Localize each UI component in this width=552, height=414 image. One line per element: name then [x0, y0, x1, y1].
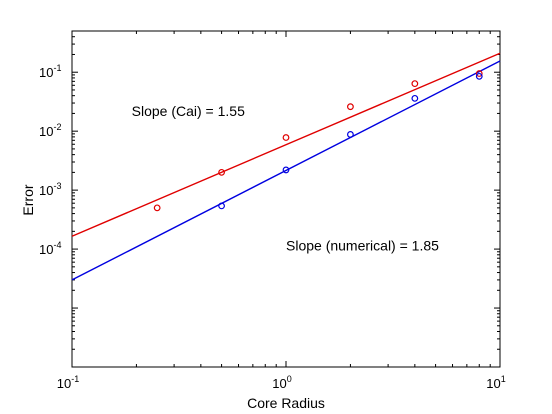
- annotation: Slope (numerical) = 1.85: [286, 237, 439, 253]
- x-tick-label: 101: [486, 374, 505, 391]
- annotations: Slope (Cai) = 1.55 Slope (numerical) = 1.…: [132, 103, 439, 253]
- y-tick-label: 10-2: [39, 122, 61, 139]
- y-tick-label: 10-1: [39, 63, 61, 80]
- data-points: [153, 70, 483, 212]
- y-tick-label: 10-3: [39, 181, 61, 198]
- data-point: [218, 168, 225, 176]
- x-tick-label: 100: [272, 374, 291, 391]
- fit-line: [71, 60, 501, 281]
- annotation: Slope (Cai) = 1.55: [132, 103, 245, 119]
- x-axis-ticks: 10-1 100 101: [57, 31, 506, 391]
- x-axis-label: Core Radius: [247, 395, 325, 411]
- data-point: [411, 94, 419, 102]
- data-point: [411, 80, 419, 88]
- data-point: [282, 134, 290, 141]
- y-axis-ticks: 10-4 10-3 10-2 10-1: [39, 30, 500, 368]
- fit-lines: [71, 52, 501, 281]
- fit-line: [71, 52, 501, 237]
- data-point: [347, 131, 354, 138]
- x-tick-label: 10-1: [57, 374, 79, 391]
- data-point: [475, 70, 483, 77]
- y-tick-label: 10-4: [39, 240, 61, 257]
- data-point: [282, 166, 290, 174]
- data-point: [347, 103, 354, 111]
- y-axis-label: Error: [20, 184, 36, 215]
- data-point: [475, 72, 483, 80]
- data-point: [153, 204, 161, 212]
- plot-area: [71, 30, 501, 368]
- data-point: [218, 202, 225, 210]
